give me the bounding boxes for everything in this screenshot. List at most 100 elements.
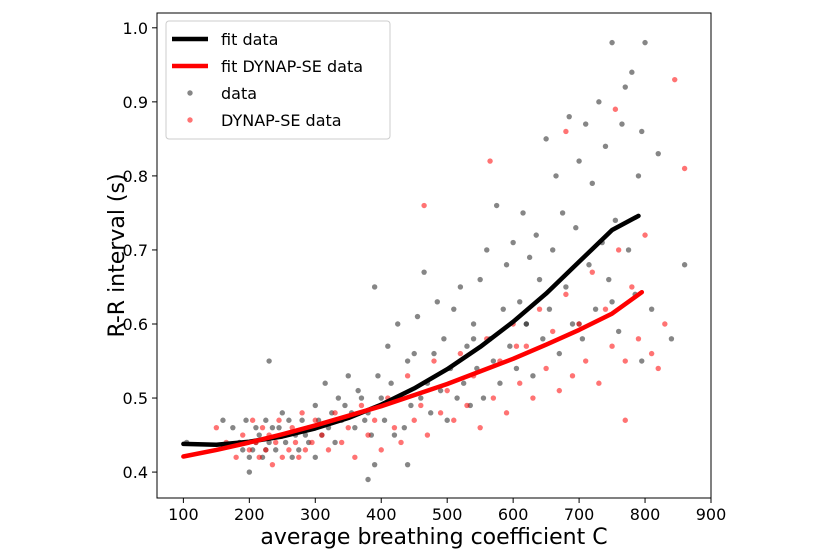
data-point [312,454,318,460]
dynap-se-data-point [451,417,457,423]
data-point [335,395,342,401]
data-point [470,336,477,342]
dynap-se-data-point [345,424,351,431]
data-point [576,158,582,164]
data-point [220,417,226,423]
dynap-se-data-point [292,439,299,446]
data-point [342,402,348,409]
data-point [503,262,510,268]
dynap-se-data-point [338,439,345,446]
data-point [256,432,262,438]
legend-box [165,20,391,140]
data-point [421,269,427,275]
x-tick-label: 500 [432,505,463,524]
data-point [493,202,500,209]
dynap-se-data-point [279,454,286,460]
dynap-se-data-point [615,247,622,253]
data-point [533,232,539,238]
data-point [352,424,358,431]
data-point [253,424,259,431]
data-point [404,461,411,468]
data-point [625,247,632,253]
dynap-se-data-point [655,365,661,372]
data-point [612,217,619,224]
dynap-se-data-point [609,343,615,349]
data-point [418,395,424,401]
data-point [484,247,490,253]
legend-swatch-data [187,90,193,96]
dynap-se-data-point [371,417,378,423]
data-point [371,284,378,290]
data-point [540,336,546,342]
data-point [378,395,384,401]
dynap-se-data-point [602,306,609,312]
dynap-se-data-point [622,358,628,364]
data-point [606,276,612,283]
x-tick-label: 200 [234,505,265,524]
data-point [273,447,279,453]
legend-label-dynap-se-data: DYNAP-SE data [221,111,342,130]
data-point [395,321,401,327]
dynap-se-data-point [563,128,569,135]
data-point [279,410,286,416]
dynap-se-data-point [319,432,325,438]
data-point [563,284,569,290]
data-point [609,39,615,46]
data-point [639,358,645,364]
data-point [556,350,563,357]
dynap-se-data-point [582,358,589,364]
ticks-layer: 100 200 300 400 500 600 700 800 900 0.4 0.5 0.6 0.7 0… [123,19,727,524]
data-point [642,39,648,46]
series-layer [181,39,688,483]
dynap-se-data-point [464,402,470,409]
dynap-se-data-point [365,432,371,438]
data-point [470,321,477,327]
dynap-se-data-point [543,365,549,372]
dynap-se-data-point [325,447,332,453]
dynap-se-data-point [530,395,536,401]
data-point [381,417,388,423]
data-point [355,387,361,394]
dynap-se-data-point [513,343,520,349]
dynap-se-data-point [437,410,444,416]
data-point [526,254,533,261]
data-point [513,365,520,372]
data-point [230,424,236,431]
data-point [457,284,464,290]
data-point [550,247,556,253]
data-point [510,239,516,246]
data-point [648,306,655,312]
data-point [246,454,253,460]
data-point [451,306,457,312]
dynap-se-data-point [269,461,276,468]
data-point [441,336,447,342]
data-point [269,424,276,431]
data-point [579,336,586,342]
dynap-se-data-point [589,269,595,275]
data-point [437,387,444,394]
data-point [388,380,394,386]
y-tick-label: 0.8 [123,167,148,186]
dynap-se-data-point [563,291,569,298]
dynap-se-data-point [648,350,655,357]
data-point [286,417,292,423]
data-point [391,432,398,438]
dynap-se-data-point [391,424,398,431]
data-point [428,410,434,416]
x-tick-label: 600 [498,505,529,524]
x-tick-label: 400 [366,505,397,524]
x-tick-label: 700 [564,505,595,524]
data-point [635,173,642,179]
dynap-se-data-point [569,373,576,379]
data-point [619,121,625,127]
data-point [289,454,295,460]
data-point [553,173,559,179]
y-tick-label: 0.7 [123,241,148,260]
dynap-se-data-point [263,447,269,453]
dynap-se-data-point [296,454,302,460]
dynap-se-data-point [642,232,648,238]
data-point [375,373,381,379]
data-point [596,99,602,105]
dynap-se-data-point [503,410,510,416]
dynap-se-data-point [358,402,365,409]
